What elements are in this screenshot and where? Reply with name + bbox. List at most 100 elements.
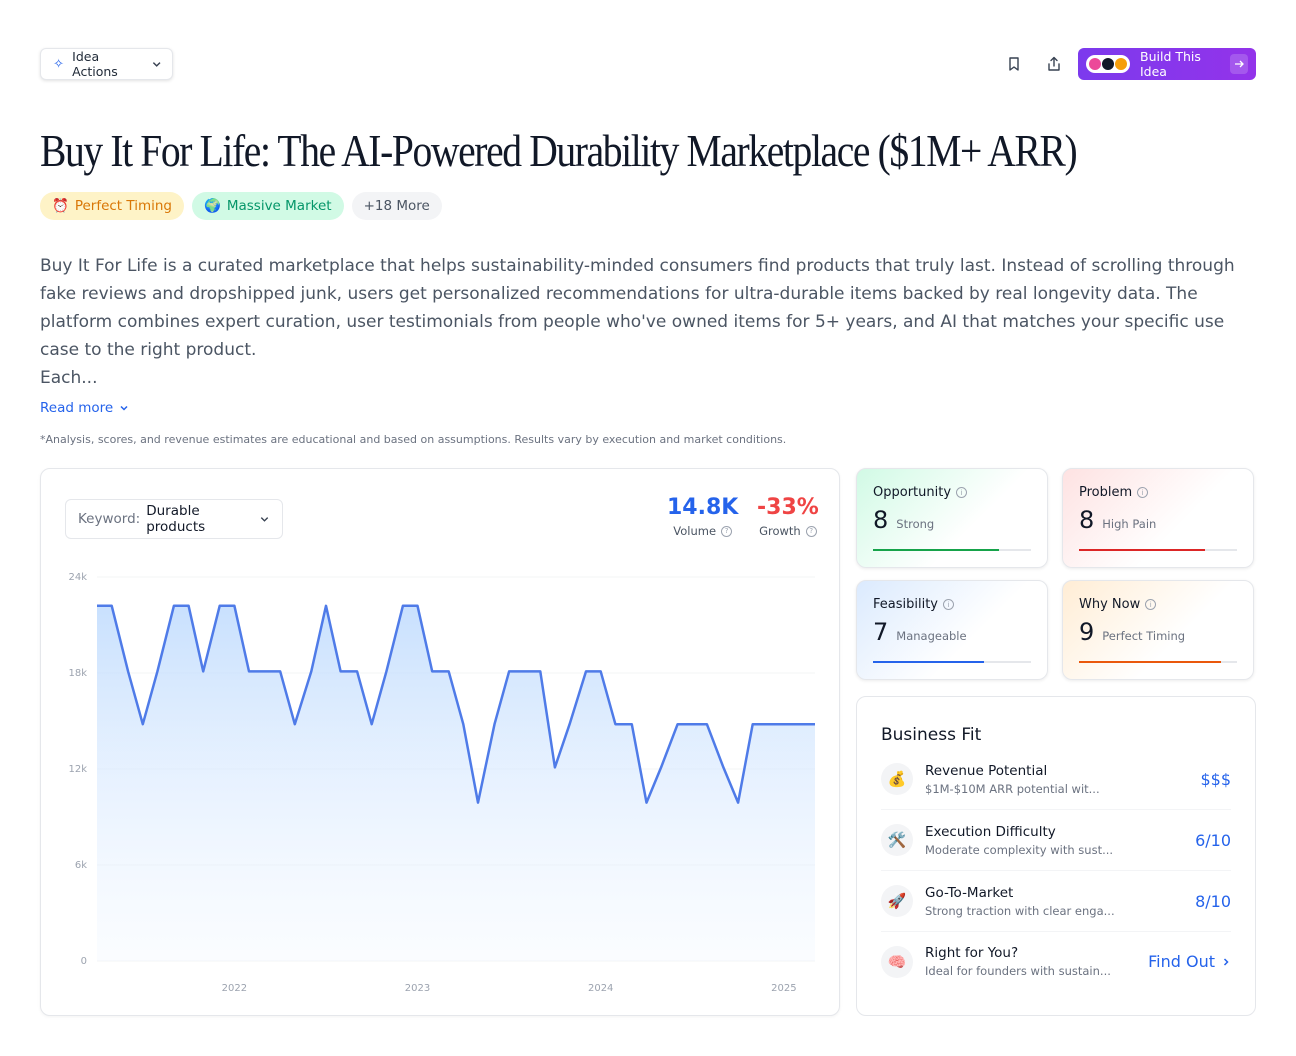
execution-difficulty-row[interactable]: 🛠️ Execution Difficulty Moderate complexi… [881, 810, 1231, 871]
tag-more-button[interactable]: +18 More [351, 192, 442, 220]
y-tick-label: 18k [68, 668, 87, 679]
score-value: 7 [873, 618, 889, 646]
read-more-link[interactable]: Read more [40, 400, 129, 416]
problem-score-card[interactable]: Problem i 8 High Pain [1062, 468, 1254, 568]
x-tick-label: 2025 [771, 983, 796, 994]
score-desc: Manageable [896, 629, 967, 643]
business-fit-card: Business Fit 💰 Revenue Potential $1M-$10M… [856, 696, 1256, 1016]
score-desc: High Pain [1102, 517, 1157, 531]
partner-logos-icon [1086, 55, 1130, 73]
rocket-icon: 🚀 [881, 885, 913, 917]
score-value: 9 [1079, 618, 1095, 646]
tag-label: Perfect Timing [74, 198, 173, 214]
score-bar-fill [873, 661, 984, 663]
score-bar-fill [873, 549, 1000, 551]
row-title: Execution Difficulty [925, 823, 1056, 840]
growth-label-row: Growth ? [757, 524, 819, 538]
score-value: 8 [873, 506, 889, 534]
row-title: Revenue Potential [925, 762, 1048, 779]
y-tick-label: 0 [81, 956, 87, 967]
info-icon[interactable]: i [1137, 487, 1149, 498]
arrow-right-icon [1229, 54, 1248, 74]
why-now-score-card[interactable]: Why Now i 9 Perfect Timing [1062, 580, 1254, 680]
build-this-idea-button[interactable]: Build This Idea [1078, 48, 1256, 80]
right-for-you-row[interactable]: 🧠 Right for You? Ideal for founders with … [881, 931, 1231, 992]
revenue-potential-row[interactable]: 💰 Revenue Potential $1M-$10M ARR potentia… [881, 749, 1231, 810]
tag-perfect-timing[interactable]: ⏰ Perfect Timing [40, 192, 185, 220]
row-desc: Moderate complexity with sust... [925, 842, 1114, 857]
volume-value: 14.8K [667, 495, 739, 520]
x-tick-label: 2024 [588, 983, 613, 994]
share-icon [1048, 56, 1060, 71]
chart-area [97, 605, 815, 961]
y-tick-label: 6k [75, 860, 87, 871]
trend-chart: 0 6k 12k 18k 24k 2022 2023 2024 2025 [68, 572, 815, 994]
row-value: 8/10 [1195, 891, 1231, 911]
tag-massive-market[interactable]: 🌍 Massive Market [192, 192, 344, 220]
description: Buy It For Life is a curated marketplace… [40, 256, 1235, 360]
score-label: Problem [1079, 485, 1133, 500]
score-label: Feasibility [873, 597, 938, 612]
idea-actions-label: Idea Actions [72, 49, 118, 79]
score-bar [1079, 549, 1237, 551]
row-value: $$$ [1200, 769, 1231, 789]
score-bar-fill [1079, 549, 1206, 551]
idea-actions-button[interactable]: ✧ Idea Actions [40, 48, 173, 80]
growth-metric: -33% Growth ? [757, 495, 819, 538]
row-desc: $1M-$10M ARR potential wit... [925, 781, 1100, 796]
tag-label: +18 More [363, 198, 430, 214]
row-value: 6/10 [1195, 830, 1231, 850]
score-bar [873, 549, 1031, 551]
keyword-label: Keyword: [78, 511, 141, 527]
growth-label: Growth [759, 524, 801, 538]
growth-value: -33% [757, 495, 819, 520]
volume-metric: 14.8K Volume ? [667, 495, 738, 538]
page-title: Buy It For Life: The AI-Powered Durabili… [40, 125, 1078, 176]
score-bar [873, 661, 1031, 663]
row-title: Go-To-Market [925, 884, 1014, 901]
help-icon[interactable]: ? [721, 525, 733, 537]
info-icon[interactable]: i [943, 599, 954, 610]
build-label: Build This Idea [1140, 49, 1201, 79]
info-icon[interactable]: i [956, 487, 968, 498]
globe-icon: 🌍 [204, 198, 221, 214]
feasibility-score-card[interactable]: Feasibility i 7 Manageable [856, 580, 1048, 680]
score-desc: Perfect Timing [1102, 629, 1186, 643]
bookmark-button[interactable] [1002, 52, 1026, 76]
row-desc: Strong traction with clear enga... [925, 903, 1115, 918]
tag-list: ⏰ Perfect Timing 🌍 Massive Market +18 Mo… [40, 192, 442, 220]
find-out-label: Find Out [1148, 952, 1215, 971]
alarm-clock-icon: ⏰ [52, 198, 69, 214]
bookmark-icon [1009, 57, 1019, 71]
description-continued: Each... [40, 368, 98, 388]
row-desc: Ideal for founders with sustain... [925, 964, 1111, 978]
business-fit-title: Business Fit [881, 725, 982, 745]
money-bag-icon: 💰 [881, 763, 913, 795]
chevron-right-icon [1223, 957, 1229, 966]
top-bar: ✧ Idea Actions Build This Idea [40, 48, 1256, 80]
go-to-market-row[interactable]: 🚀 Go-To-Market Strong traction with clear… [881, 871, 1231, 932]
keyword-select[interactable]: Keyword: Durable products [65, 499, 283, 539]
row-title: Right for You? [925, 945, 1019, 961]
score-label: Opportunity [873, 485, 952, 500]
opportunity-score-card[interactable]: Opportunity i 8 Strong [856, 468, 1048, 568]
share-button[interactable] [1042, 52, 1066, 76]
volume-label: Volume [673, 524, 717, 538]
chevron-down-icon [260, 517, 269, 522]
y-tick-label: 24k [68, 572, 87, 583]
disclaimer: *Analysis, scores, and revenue estimates… [40, 433, 787, 446]
help-icon[interactable]: ? [805, 525, 817, 537]
chevron-down-icon [120, 405, 128, 411]
score-desc: Strong [896, 517, 935, 531]
tag-label: Massive Market [226, 198, 332, 214]
y-tick-label: 12k [68, 764, 87, 775]
brain-icon: 🧠 [881, 945, 913, 978]
keyword-value: Durable products [146, 503, 206, 535]
info-icon[interactable]: i [1145, 599, 1157, 610]
chart-line [97, 604, 815, 804]
score-bar [1079, 661, 1237, 663]
score-label: Why Now [1079, 597, 1141, 612]
sparkle-icon: ✧ [53, 56, 65, 72]
score-bar-fill [1079, 661, 1222, 663]
find-out-link[interactable]: Find Out [1148, 952, 1231, 971]
